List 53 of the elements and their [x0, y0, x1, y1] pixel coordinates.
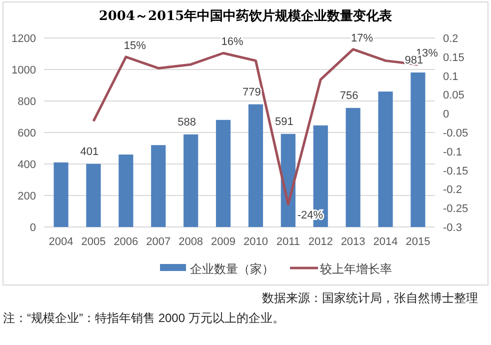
text: 注：“规模企业”：特指年销售 2000 万元以上的企业。 [3, 311, 284, 325]
legend-label: 较上年增长率 [320, 262, 392, 276]
y2-tick-label: -0.25 [443, 203, 468, 216]
data-label: 779 [242, 86, 261, 98]
bar [118, 154, 134, 227]
bar [410, 72, 426, 227]
x-tick-label: 2004 [48, 236, 74, 248]
y-tick-label: 600 [18, 128, 36, 140]
y2-tick-label: -0.3 [443, 222, 462, 234]
y2-tick-label: -0.2 [443, 184, 462, 196]
bar [216, 120, 231, 227]
y-tick-label: 1200 [12, 33, 36, 45]
y-tick-label: 1000 [12, 64, 36, 76]
data-label: 756 [340, 90, 358, 102]
y-tick-label: 800 [18, 96, 36, 108]
legend-label: 企业数量（家） [190, 262, 274, 276]
y2-tick-label: 0.1 [443, 70, 458, 83]
bar [184, 134, 198, 227]
x-tick-label: 2006 [114, 236, 138, 248]
bar [151, 145, 166, 227]
x-tick-label: 2012 [308, 236, 333, 248]
x-tick-label: 2011 [276, 236, 300, 248]
y-tick-label: 0 [30, 222, 36, 234]
x-tick-label: 2013 [340, 236, 366, 248]
y2-tick-label: 0.2 [443, 33, 458, 45]
bar [378, 92, 393, 227]
data-label: 15% [124, 40, 146, 52]
y2-tick-label: -0.15 [443, 165, 468, 178]
x-tick-label: 2005 [81, 236, 106, 248]
y2-tick-label: 0.15 [443, 52, 464, 64]
y-tick-label: 200 [18, 190, 36, 202]
data-label: 401 [80, 146, 99, 158]
bar [346, 108, 360, 227]
chart-title: 2004～2015年中国中药饮片规模企业数量变化表 [98, 8, 394, 24]
x-tick-label: 2010 [243, 236, 268, 248]
x-tick-label: 2014 [373, 236, 398, 248]
x-tick-label: 2009 [211, 236, 236, 248]
y2-tick-label: 0.05 [443, 90, 464, 102]
bar [86, 164, 101, 227]
x-tick-label: 2015 [406, 236, 430, 248]
x-tick-label: 2008 [178, 236, 204, 248]
bar [54, 162, 68, 227]
source-note: 数据来源：国家统计局，张自然博士整理 [262, 291, 478, 305]
data-label: 588 [178, 116, 196, 128]
y2-tick-label: -0.05 [443, 128, 468, 140]
y2-tick-label: -0.1 [443, 146, 462, 158]
data-label: 16% [221, 36, 244, 48]
y-tick-label: 400 [18, 159, 36, 171]
data-label: 17% [351, 32, 374, 44]
bar [248, 104, 264, 227]
x-tick-label: 2007 [146, 236, 171, 248]
y2-tick-label: 0 [443, 108, 450, 121]
data-label: 591 [274, 116, 294, 128]
